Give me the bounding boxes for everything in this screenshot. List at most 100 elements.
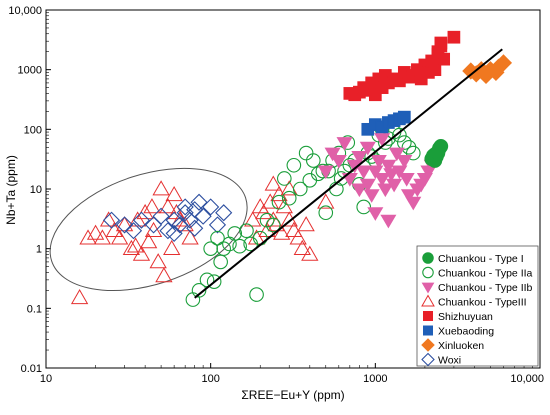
legend-label: Chuankou - Type IIa: [438, 268, 533, 280]
legend-label: Xuebaoding: [438, 326, 494, 338]
data-point: [202, 198, 220, 216]
data-point: [163, 239, 181, 256]
legend-marker: [422, 252, 434, 264]
x-tick-label: 10,000: [510, 373, 544, 385]
x-tick-label: 1000: [363, 373, 387, 385]
data-point: [293, 239, 311, 256]
data-point: [400, 189, 417, 203]
data-point: [102, 211, 121, 229]
data-point: [79, 229, 97, 245]
data-point: [356, 199, 372, 215]
data-point: [181, 229, 199, 245]
legend: Chuankou - Type I Chuankou - Type IIa Chua…: [416, 245, 539, 367]
data-point: [115, 216, 134, 232]
data-point: [155, 267, 173, 283]
data-point: [152, 207, 170, 225]
data-point: [359, 141, 376, 156]
data-point: [392, 127, 407, 143]
legend-marker: [423, 311, 433, 321]
data-point: [396, 155, 413, 169]
legend-marker: [421, 352, 435, 367]
legend-label: Chuankou - Type IIb: [438, 282, 533, 294]
data-point: [275, 198, 293, 214]
data-point: [273, 224, 291, 240]
data-point: [447, 30, 461, 44]
group-outline-ellipse: [49, 167, 248, 292]
data-point: [434, 36, 448, 50]
legend-marker: [423, 325, 433, 336]
data-point: [227, 226, 243, 241]
data-point: [159, 222, 177, 240]
data-point: [428, 63, 442, 77]
data-point: [414, 72, 428, 86]
data-point: [216, 241, 232, 256]
legend-label: Chuankou - Type I: [438, 253, 524, 265]
x-tick-label: 10: [40, 373, 52, 385]
data-point: [144, 221, 163, 238]
legend-marker: [421, 294, 435, 307]
data-point: [190, 193, 208, 211]
outlined-group-region: [49, 167, 248, 292]
data-point: [206, 274, 222, 289]
legend-label: Xinluoken: [438, 340, 484, 352]
data-point: [186, 219, 204, 237]
data-point: [194, 207, 212, 225]
series-woxi: [102, 193, 233, 243]
data-point: [377, 183, 394, 198]
data-point: [351, 151, 368, 165]
data-point: [285, 221, 303, 238]
data-point: [363, 189, 380, 203]
legend-label: Woxi: [438, 355, 461, 367]
data-point: [86, 224, 105, 240]
legend-label: Chuankou - TypeIII: [438, 297, 527, 309]
data-point: [330, 155, 347, 169]
data-point: [159, 198, 177, 214]
data-point: [176, 198, 194, 216]
data-point: [93, 229, 112, 245]
data-point: [397, 135, 412, 150]
y-tick-label: 1: [36, 244, 42, 256]
series-chuankou-type-i: [424, 138, 449, 168]
data-point: [388, 147, 405, 162]
data-point: [386, 178, 403, 193]
data-point: [351, 183, 368, 198]
data-point: [143, 198, 161, 214]
y-tick-label: 1000: [18, 65, 42, 77]
data-point: [139, 233, 158, 249]
data-point: [318, 205, 334, 221]
y-tick-label: 10: [30, 184, 42, 196]
data-point: [165, 224, 183, 243]
series-xuebaoding: [361, 110, 411, 136]
y-tick-label: 0.1: [27, 303, 42, 315]
legend-box: [416, 245, 539, 367]
data-point: [494, 54, 513, 72]
data-point: [232, 238, 247, 254]
data-point: [128, 211, 147, 227]
data-point: [336, 137, 353, 151]
data-point: [244, 211, 262, 227]
data-point: [286, 157, 302, 173]
data-point: [292, 181, 308, 197]
trend-line: [194, 48, 503, 299]
data-point: [317, 165, 334, 180]
data-point: [191, 283, 207, 298]
y-tick-label: 10,000: [8, 5, 42, 17]
data-point: [391, 165, 408, 180]
data-point: [208, 216, 227, 234]
legend-label: Shizhuyuan: [438, 311, 493, 323]
data-point: [110, 229, 129, 245]
data-point: [383, 168, 400, 182]
data-point: [186, 201, 204, 219]
y-tick-label: 100: [24, 124, 42, 136]
data-point: [289, 229, 307, 245]
data-point: [176, 216, 194, 232]
series-chuankou-type-iia: [185, 122, 421, 307]
data-point: [265, 217, 281, 233]
legend-marker: [422, 266, 434, 279]
y-axis-ticks: 0.01 0.1 1 10 100 1000 10,000: [8, 5, 51, 375]
series-xinluoken: [462, 54, 513, 85]
data-point: [149, 253, 167, 269]
data-point: [301, 245, 319, 261]
data-point: [368, 88, 382, 102]
